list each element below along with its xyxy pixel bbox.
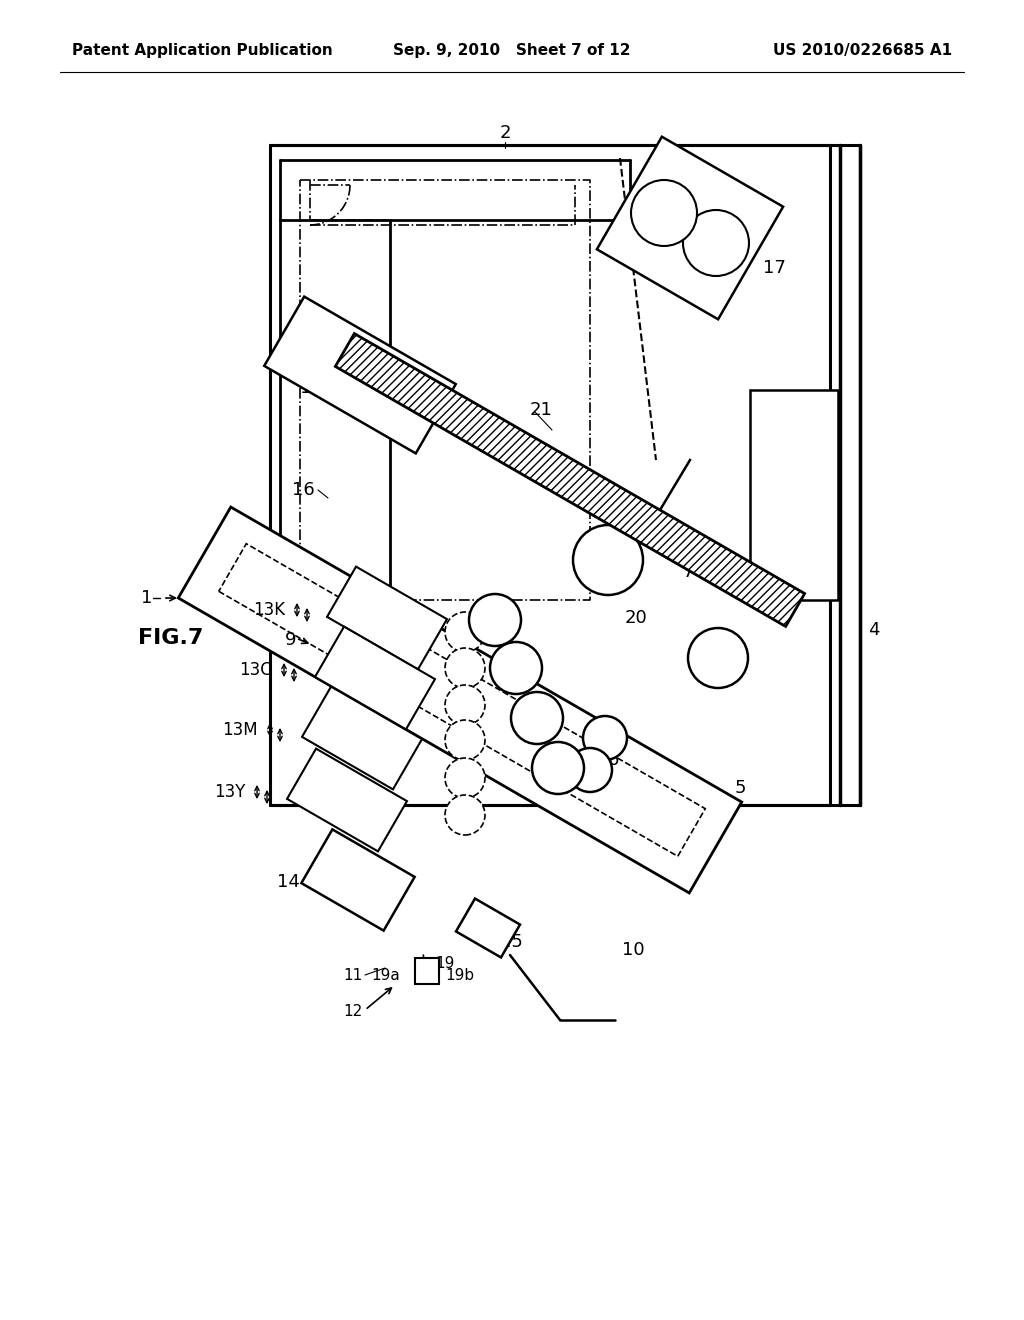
Text: 17: 17 — [763, 259, 785, 277]
Polygon shape — [178, 507, 741, 892]
Circle shape — [445, 612, 485, 652]
Polygon shape — [302, 686, 422, 789]
Polygon shape — [219, 544, 706, 857]
Circle shape — [445, 719, 485, 760]
Circle shape — [445, 648, 485, 688]
Text: 2: 2 — [500, 124, 511, 143]
Circle shape — [631, 180, 697, 246]
Text: 12: 12 — [344, 1005, 362, 1019]
Text: 14: 14 — [278, 873, 300, 891]
Text: 3: 3 — [284, 348, 295, 367]
Text: FIG.7: FIG.7 — [138, 628, 204, 648]
Text: 19b: 19b — [445, 968, 474, 982]
Text: 19a: 19a — [372, 968, 400, 982]
Circle shape — [688, 628, 748, 688]
Text: 16: 16 — [292, 480, 315, 499]
Text: 20: 20 — [625, 609, 648, 627]
Text: 6: 6 — [608, 751, 620, 770]
Text: Patent Application Publication: Patent Application Publication — [72, 42, 333, 58]
Circle shape — [511, 692, 563, 744]
Polygon shape — [456, 899, 520, 957]
Text: 15: 15 — [500, 933, 523, 950]
Circle shape — [445, 795, 485, 836]
Text: US 2010/0226685 A1: US 2010/0226685 A1 — [773, 42, 952, 58]
Text: 10: 10 — [622, 941, 645, 960]
Text: 13K: 13K — [253, 601, 285, 619]
Circle shape — [490, 642, 542, 694]
Text: 1: 1 — [140, 589, 152, 607]
Polygon shape — [287, 748, 407, 851]
Text: 9: 9 — [285, 631, 296, 649]
Text: 13M: 13M — [222, 721, 258, 739]
Text: Sep. 9, 2010   Sheet 7 of 12: Sep. 9, 2010 Sheet 7 of 12 — [393, 42, 631, 58]
Text: 13Y: 13Y — [214, 783, 245, 801]
Text: 11: 11 — [344, 968, 362, 982]
Bar — [750, 389, 838, 601]
Circle shape — [568, 748, 612, 792]
Polygon shape — [264, 297, 456, 453]
Polygon shape — [335, 334, 805, 627]
Circle shape — [469, 594, 521, 645]
Text: 13C: 13C — [240, 661, 272, 678]
Text: 5: 5 — [735, 779, 746, 797]
Text: 7: 7 — [682, 564, 693, 581]
Circle shape — [445, 685, 485, 725]
Text: 21: 21 — [530, 401, 553, 418]
Circle shape — [532, 742, 584, 795]
Polygon shape — [301, 829, 415, 931]
Bar — [415, 958, 439, 983]
Text: 19: 19 — [435, 956, 455, 970]
Circle shape — [573, 525, 643, 595]
Text: 4: 4 — [868, 620, 880, 639]
Circle shape — [683, 210, 749, 276]
Circle shape — [583, 715, 627, 760]
Text: 18: 18 — [300, 379, 323, 397]
Polygon shape — [327, 566, 446, 669]
Polygon shape — [597, 137, 783, 319]
Circle shape — [445, 758, 485, 799]
Polygon shape — [315, 627, 435, 730]
